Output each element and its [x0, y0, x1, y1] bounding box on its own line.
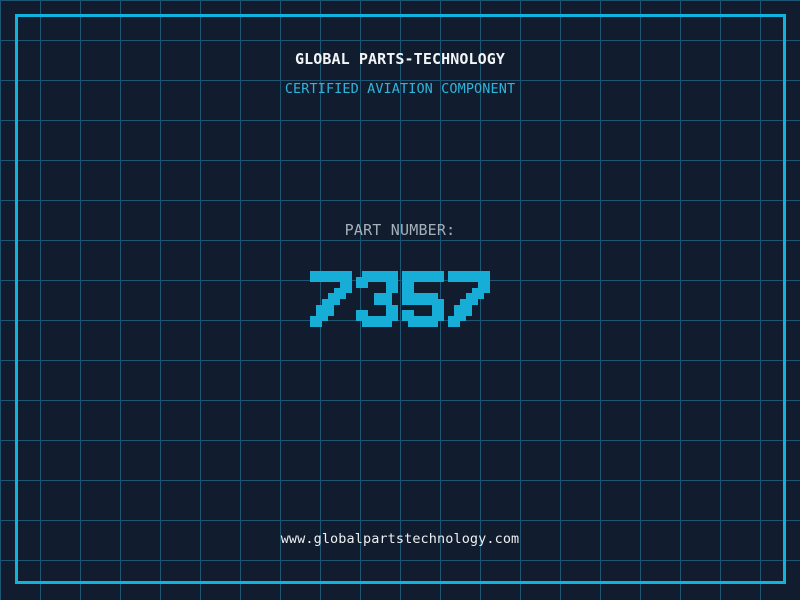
- part-number-digit: [356, 271, 398, 327]
- part-number-digit: [402, 271, 444, 327]
- certification-subtitle: CERTIFIED AVIATION COMPONENT: [284, 81, 516, 97]
- part-number-value: [0, 271, 800, 327]
- website-url: www.globalpartstechnology.com: [280, 531, 520, 547]
- company-title: GLOBAL PARTS-TECHNOLOGY: [294, 50, 505, 68]
- part-number-digit: [310, 271, 352, 327]
- border-frame: [15, 14, 786, 584]
- part-number-digit: [448, 271, 490, 327]
- part-number-label: PART NUMBER:: [344, 221, 456, 239]
